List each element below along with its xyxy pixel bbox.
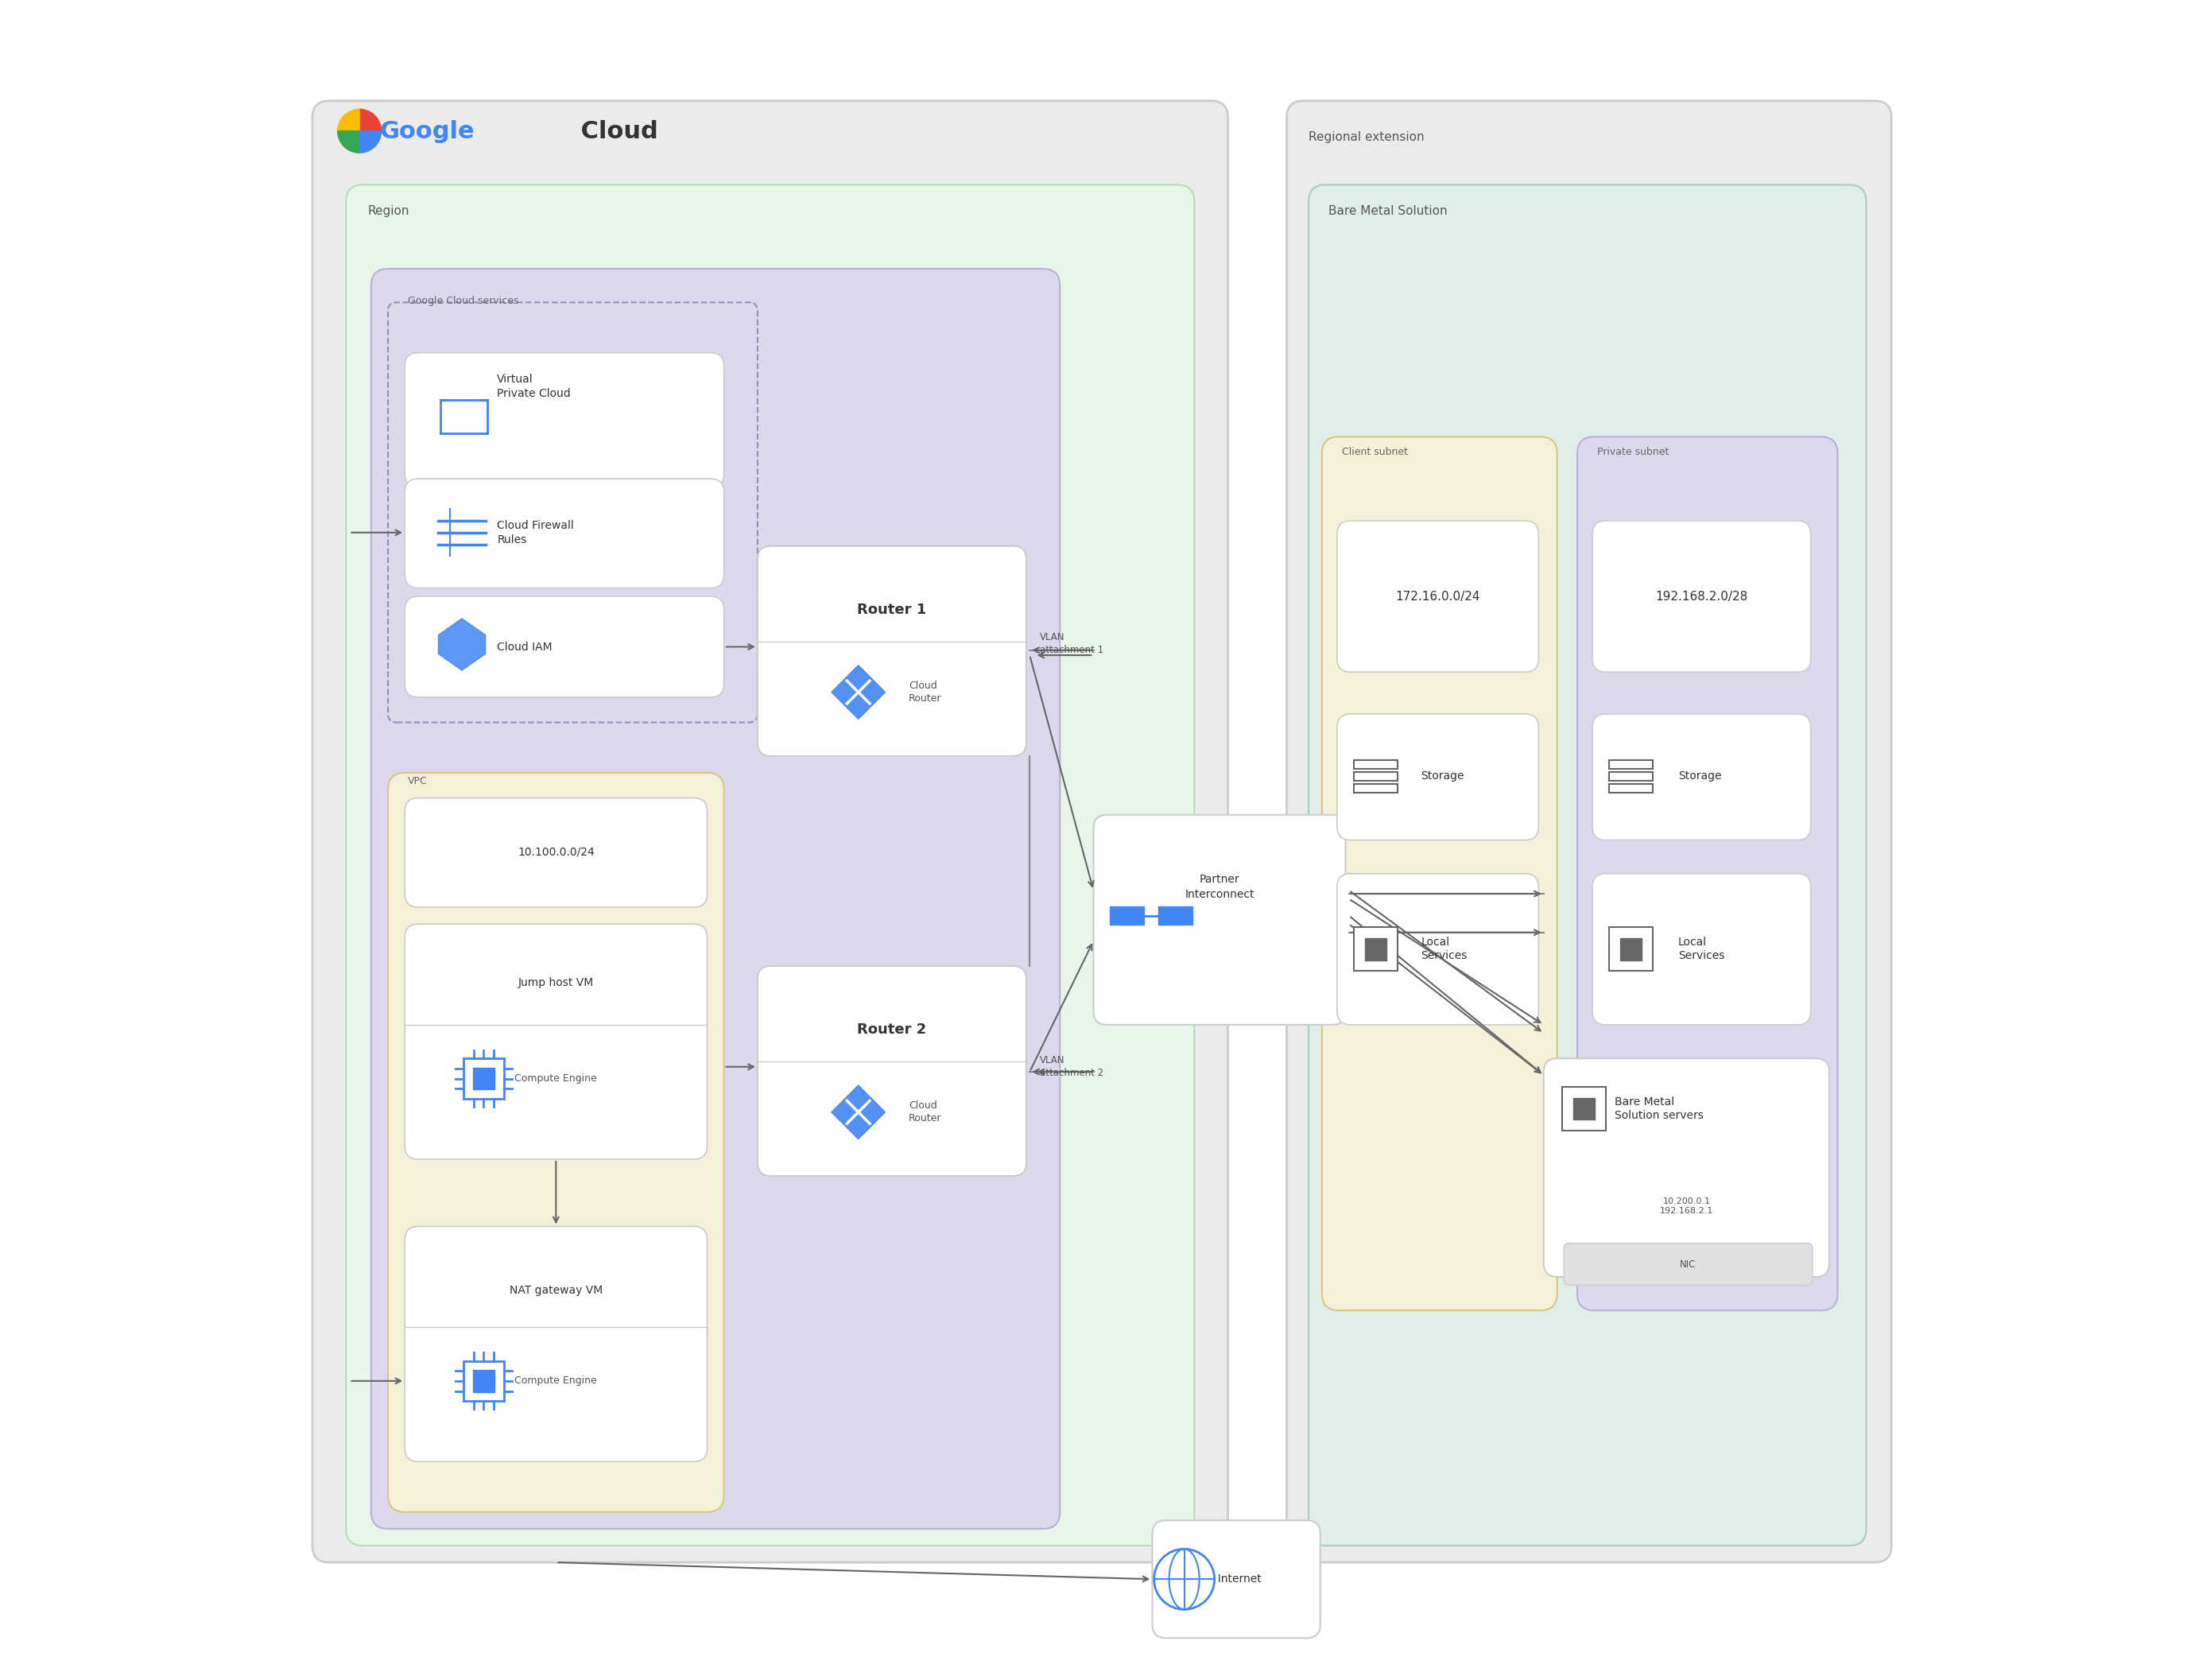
Text: Region: Region [367, 205, 409, 217]
FancyBboxPatch shape [405, 596, 724, 697]
FancyBboxPatch shape [1544, 1058, 1828, 1277]
FancyBboxPatch shape [757, 966, 1026, 1176]
Bar [1111, 907, 1144, 924]
FancyBboxPatch shape [346, 185, 1194, 1546]
Bar [472, 1369, 494, 1393]
FancyBboxPatch shape [405, 479, 724, 588]
FancyBboxPatch shape [1577, 437, 1837, 1310]
Text: NIC: NIC [1680, 1258, 1697, 1270]
Text: Router 2: Router 2 [857, 1023, 927, 1037]
Polygon shape [831, 1085, 886, 1139]
FancyBboxPatch shape [405, 353, 724, 487]
Bar [1610, 761, 1653, 768]
FancyBboxPatch shape [1153, 1520, 1321, 1638]
Text: Bare Metal Solution: Bare Metal Solution [1330, 205, 1448, 217]
Bar [1354, 927, 1397, 971]
Text: VPC: VPC [409, 776, 429, 786]
Bar [1621, 937, 1642, 961]
Text: Router 1: Router 1 [857, 603, 927, 617]
FancyBboxPatch shape [1336, 521, 1540, 672]
Bar [1610, 927, 1653, 971]
Text: Storage: Storage [1677, 771, 1721, 781]
FancyBboxPatch shape [1094, 815, 1345, 1025]
Text: Local
Services: Local Services [1422, 937, 1467, 961]
Text: Cloud
Router: Cloud Router [910, 680, 943, 704]
FancyBboxPatch shape [372, 269, 1061, 1529]
FancyBboxPatch shape [1592, 714, 1811, 840]
Text: Compute Engine: Compute Engine [514, 1074, 597, 1084]
FancyBboxPatch shape [387, 302, 757, 722]
Bar [1610, 785, 1653, 793]
Text: VLAN
attachment 1: VLAN attachment 1 [1039, 632, 1104, 655]
Text: Cloud: Cloud [573, 119, 658, 143]
Bar [1354, 761, 1397, 768]
Text: NAT gateway VM: NAT gateway VM [510, 1285, 604, 1295]
Text: Cloud IAM: Cloud IAM [496, 642, 553, 652]
FancyBboxPatch shape [1336, 714, 1540, 840]
Text: Local
Services: Local Services [1677, 937, 1726, 961]
FancyBboxPatch shape [757, 546, 1026, 756]
Polygon shape [437, 618, 486, 670]
FancyBboxPatch shape [405, 798, 706, 907]
FancyBboxPatch shape [387, 773, 724, 1512]
FancyBboxPatch shape [1321, 437, 1557, 1310]
Text: Jump host VM: Jump host VM [518, 978, 595, 988]
Bar [440, 400, 488, 433]
Wedge shape [337, 131, 359, 153]
FancyBboxPatch shape [405, 1226, 706, 1462]
FancyBboxPatch shape [1286, 101, 1892, 1562]
Text: 192.168.2.0/28: 192.168.2.0/28 [1656, 590, 1747, 603]
Text: Private subnet: Private subnet [1597, 447, 1669, 457]
Bar [464, 1058, 503, 1099]
FancyBboxPatch shape [1592, 521, 1811, 672]
Text: Google Cloud services: Google Cloud services [409, 296, 518, 306]
Text: Client subnet: Client subnet [1343, 447, 1408, 457]
Bar [1610, 773, 1653, 781]
Bar [1354, 785, 1397, 793]
Bar [1562, 1087, 1605, 1131]
Bar [1365, 937, 1387, 961]
FancyBboxPatch shape [1564, 1243, 1813, 1285]
Text: Bare Metal
Solution servers: Bare Metal Solution servers [1614, 1097, 1704, 1121]
Text: Compute Engine: Compute Engine [514, 1376, 597, 1386]
FancyBboxPatch shape [405, 924, 706, 1159]
Text: Cloud Firewall
Rules: Cloud Firewall Rules [496, 519, 573, 546]
Bar [1572, 1099, 1594, 1119]
Polygon shape [831, 665, 886, 719]
FancyBboxPatch shape [1308, 185, 1866, 1546]
Wedge shape [337, 109, 359, 131]
Text: Regional extension: Regional extension [1308, 131, 1424, 143]
Text: Google: Google [381, 119, 475, 143]
FancyBboxPatch shape [1592, 874, 1811, 1025]
Bar [1354, 773, 1397, 781]
Text: Cloud
Router: Cloud Router [910, 1100, 943, 1124]
Text: 10.100.0.0/24: 10.100.0.0/24 [518, 847, 595, 857]
Bar [1159, 907, 1192, 924]
Text: Storage: Storage [1422, 771, 1465, 781]
Bar [472, 1067, 494, 1090]
Bar [464, 1361, 503, 1401]
FancyBboxPatch shape [313, 101, 1227, 1562]
Text: VLAN
attachment 2: VLAN attachment 2 [1039, 1055, 1104, 1079]
Text: Internet: Internet [1212, 1574, 1262, 1584]
Wedge shape [359, 109, 381, 131]
Text: 172.16.0.0/24: 172.16.0.0/24 [1395, 590, 1481, 603]
FancyBboxPatch shape [1336, 874, 1540, 1025]
Text: Partner
Interconnect: Partner Interconnect [1185, 874, 1255, 900]
Wedge shape [359, 131, 381, 153]
Text: Virtual
Private Cloud: Virtual Private Cloud [496, 373, 571, 400]
Text: 10.200.0.1
192.168.2.1: 10.200.0.1 192.168.2.1 [1660, 1198, 1712, 1215]
